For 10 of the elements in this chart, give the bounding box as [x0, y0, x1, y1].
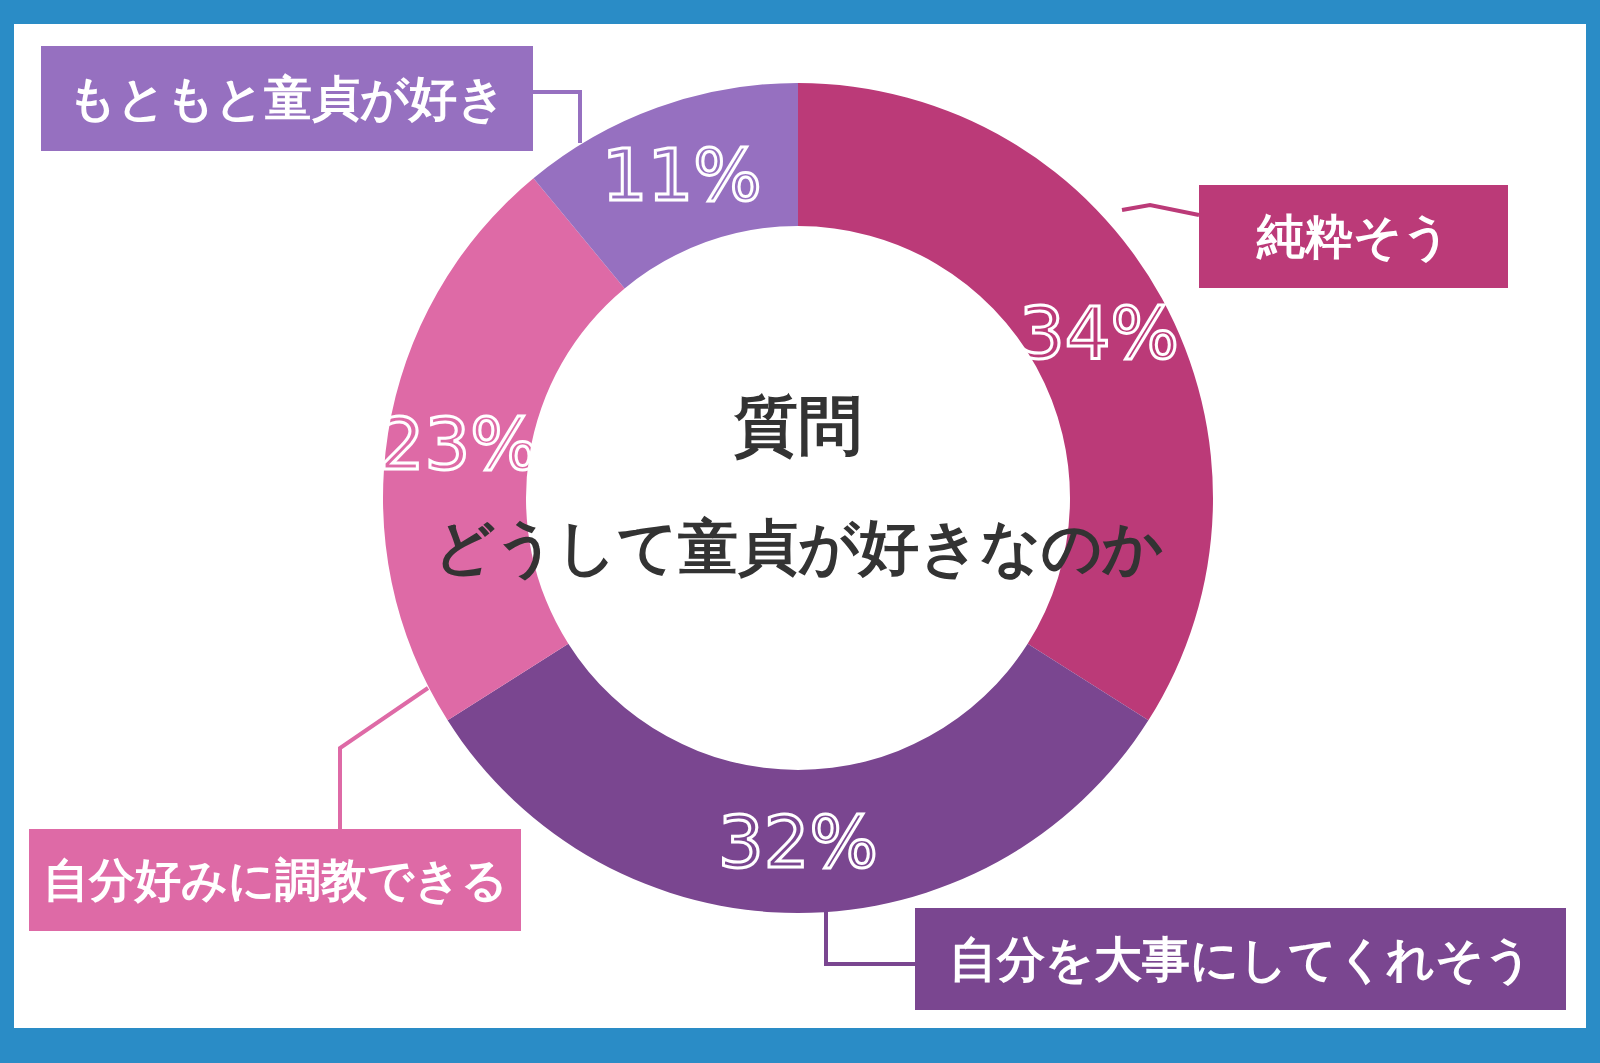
slice-label: 純粋そう [1255, 208, 1451, 265]
data-label: 34% [1019, 290, 1180, 375]
data-label: 32% [717, 799, 879, 884]
data-label: 11% [601, 133, 762, 218]
text: 質問 [733, 389, 862, 463]
slice-label: もともと童貞が好き [68, 70, 506, 127]
slice-label: 自分好みに調教できる [42, 853, 508, 908]
slice-label: 自分を大事にしてくれそう [948, 930, 1533, 987]
donut-slice [533, 83, 798, 289]
donut-slice [798, 83, 1213, 721]
